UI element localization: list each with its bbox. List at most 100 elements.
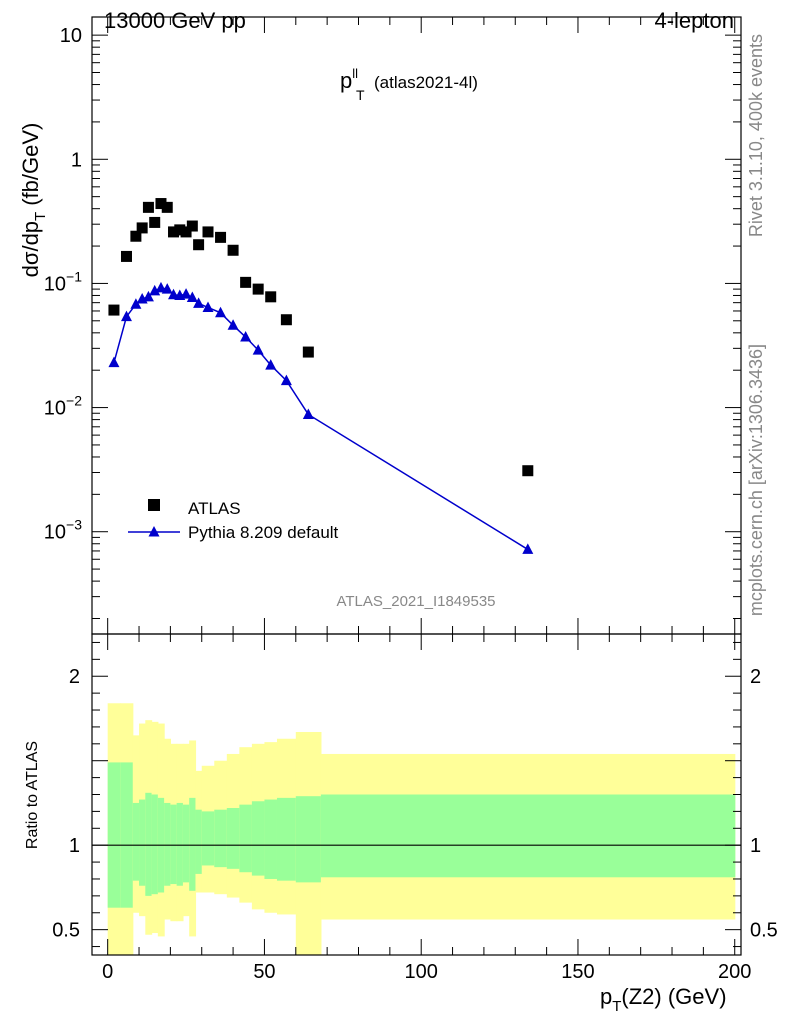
- ratio-inner-band: [320, 794, 736, 878]
- atlas-point: [168, 226, 180, 238]
- ratio-inner-band: [107, 762, 121, 908]
- ratio-bands: [107, 703, 736, 955]
- x-tick-label: 50: [253, 961, 275, 983]
- pythia-point: [522, 543, 534, 554]
- legend-atlas-label: ATLAS: [188, 499, 241, 518]
- ratio-inner-band: [164, 802, 171, 886]
- legend: ATLAS Pythia 8.209 default: [128, 499, 339, 542]
- pythia-line: [113, 287, 529, 551]
- y-label-units: (fb/GeV): [18, 123, 43, 206]
- atlas-point: [302, 346, 314, 358]
- ratio-inner-band: [226, 808, 240, 869]
- pythia-point: [227, 319, 239, 330]
- title-suffix: (atlas2021-4l): [374, 73, 478, 92]
- ratio-inner-band: [251, 801, 266, 876]
- atlas-point: [120, 250, 132, 262]
- svg-text:pT(Z2) (GeV): pT(Z2) (GeV): [600, 984, 727, 1015]
- ratio-y-tick-label-right: 1: [750, 835, 761, 857]
- pythia-point: [180, 288, 192, 299]
- pythia-point: [155, 281, 167, 293]
- atlas-point: [280, 314, 292, 326]
- ratio-inner-band: [195, 809, 203, 874]
- header-right: 4-lepton: [654, 8, 734, 33]
- ratio-inner-band: [182, 804, 190, 883]
- ratio-inner-band: [214, 809, 228, 868]
- pythia-point: [215, 306, 227, 318]
- ratio-y-axis-label: Ratio to ATLAS: [24, 741, 41, 849]
- mcplots-side-label: mcplots.cern.ch [arXiv:1306.3436]: [746, 344, 766, 616]
- ratio-inner-band: [295, 796, 322, 883]
- x-label-main: p: [600, 984, 612, 1009]
- atlas-point: [265, 291, 277, 303]
- ratio-inner-band: [170, 804, 178, 885]
- pythia-point: [120, 310, 132, 322]
- title-main: p: [340, 68, 352, 93]
- atlas-point: [202, 226, 214, 238]
- atlas-point: [186, 220, 198, 232]
- ratio-y-tick-label: 2: [69, 666, 80, 688]
- atlas-point: [155, 198, 167, 210]
- x-tick-label: 200: [718, 961, 751, 983]
- atlas-point: [215, 231, 227, 243]
- ratio-inner-band: [132, 802, 140, 881]
- main-y-tick-label: 10: [60, 25, 82, 47]
- ratio-inner-band: [239, 804, 253, 873]
- svg-text:pll: pll: [340, 66, 358, 93]
- pythia-point: [265, 359, 277, 370]
- legend-pythia-label: Pythia 8.209 default: [188, 523, 339, 542]
- ratio-inner-band: [151, 794, 159, 895]
- pythia-point: [149, 284, 161, 296]
- pythia-point: [108, 356, 120, 368]
- atlas-point: [252, 283, 264, 295]
- analysis-watermark: ATLAS_2021_I1849535: [336, 593, 495, 610]
- atlas-point: [227, 244, 239, 256]
- x-label-suffix: (Z2) (GeV): [621, 984, 726, 1009]
- ratio-inner-band: [145, 792, 153, 896]
- pythia-point: [252, 344, 264, 355]
- legend-atlas-marker: [148, 499, 160, 511]
- main-y-tick-label: 1: [71, 149, 82, 171]
- atlas-point: [240, 276, 252, 288]
- main-y-tick-label: 10−2: [44, 393, 82, 420]
- ratio-inner-band: [176, 802, 184, 886]
- ratio-inner-band: [276, 797, 297, 881]
- atlas-point: [142, 201, 154, 213]
- ratio-inner-band: [139, 799, 146, 886]
- atlas-point: [108, 304, 120, 316]
- atlas-point: [174, 224, 186, 236]
- main-series: [108, 198, 534, 554]
- y-label-sub: T: [32, 212, 49, 221]
- y-label-main: dσ/dp: [18, 221, 43, 277]
- ratio-inner-band: [120, 762, 134, 908]
- main-y-tick-label: 10−1: [44, 268, 82, 295]
- pythia-point: [193, 297, 205, 308]
- main-y-axis-label: dσ/dpT (fb/GeV): [18, 123, 49, 278]
- atlas-point: [161, 201, 173, 213]
- header-left: 13000 GeV pp: [104, 8, 246, 33]
- pythia-point: [302, 408, 314, 419]
- ratio-y-tick-label: 0.5: [52, 920, 80, 942]
- ratio-inner-band: [189, 797, 197, 891]
- pythia-point: [142, 290, 154, 302]
- x-axis-label: pT(Z2) (GeV): [600, 984, 727, 1015]
- x-tick-label: 150: [561, 961, 594, 983]
- x-label-sub: T: [612, 998, 621, 1015]
- plot-title: pll T (atlas2021-4l): [340, 66, 478, 103]
- pythia-point: [240, 331, 252, 342]
- atlas-point: [130, 230, 142, 242]
- title-sup: ll: [352, 66, 358, 81]
- ratio-y-tick-label-right: 0.5: [750, 920, 778, 942]
- pythia-point: [280, 374, 292, 386]
- atlas-point: [149, 216, 161, 228]
- pythia-point: [202, 301, 214, 312]
- pythia-point: [130, 298, 142, 309]
- atlas-point: [180, 226, 192, 238]
- ratio-inner-band: [201, 811, 215, 866]
- rivet-side-label: Rivet 3.1.10, 400k events: [746, 34, 766, 237]
- pythia-point: [161, 283, 173, 294]
- ratio-y-tick-label-right: 2: [750, 666, 761, 688]
- atlas-point: [136, 222, 148, 234]
- pythia-point: [186, 291, 198, 303]
